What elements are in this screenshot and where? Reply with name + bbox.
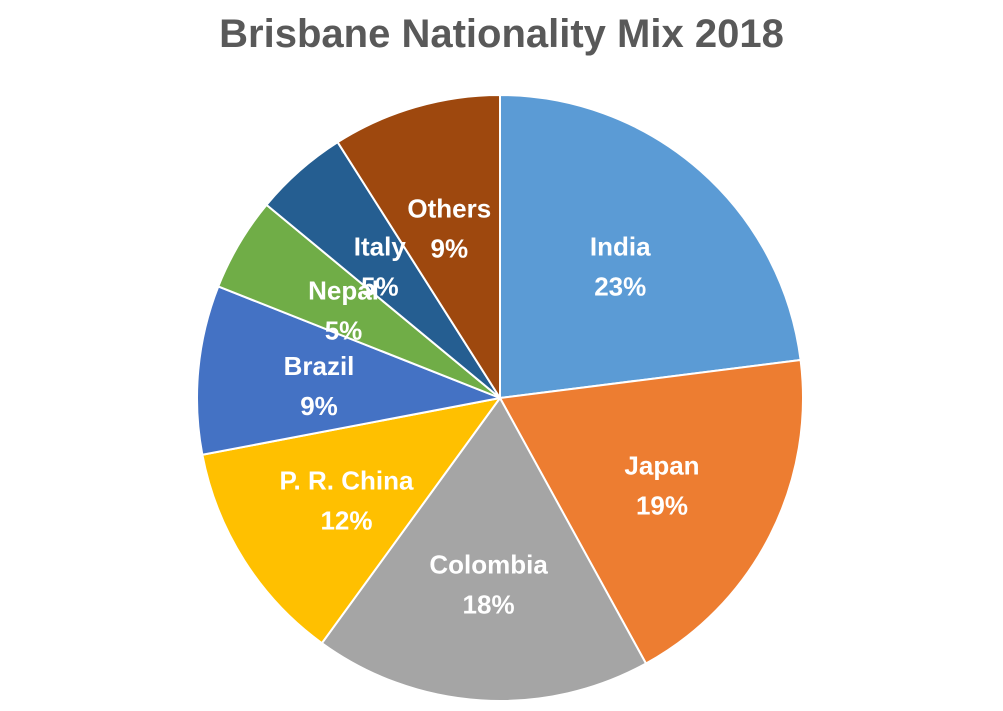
slice-value-colombia: 18% — [463, 589, 515, 619]
slice-value-others: 9% — [430, 233, 468, 263]
slice-label-japan: Japan — [624, 451, 699, 481]
slice-label-nepal: Nepal — [308, 275, 379, 305]
slice-value-p-r-china: 12% — [320, 505, 372, 535]
slice-label-p-r-china: P. R. China — [280, 465, 414, 495]
slice-label-colombia: Colombia — [429, 549, 548, 579]
slice-value-italy: 5% — [361, 272, 399, 302]
pie-slice-brazil — [196, 285, 501, 456]
slice-value-nepal: 5% — [325, 315, 363, 345]
slice-value-india: 23% — [594, 272, 646, 302]
slice-label-india: India — [590, 232, 651, 262]
pie-slice-colombia — [320, 397, 647, 702]
pie-slice-others — [336, 94, 501, 399]
slice-value-brazil: 9% — [300, 391, 338, 421]
slice-label-italy: Italy — [354, 232, 407, 262]
pie-slice-india — [499, 94, 802, 399]
chart-title: Brisbane Nationality Mix 2018 — [219, 12, 784, 56]
slice-labels: India 23% Japan 19% Colombia 18% P. R. China 12… — [280, 193, 700, 619]
pie-slices — [196, 94, 804, 702]
slice-label-brazil: Brazil — [284, 351, 355, 381]
pie-slice-p-r-china — [201, 397, 501, 645]
pie-slice-japan — [499, 359, 804, 665]
slice-value-japan: 19% — [636, 491, 688, 521]
slice-label-others: Others — [407, 193, 491, 223]
